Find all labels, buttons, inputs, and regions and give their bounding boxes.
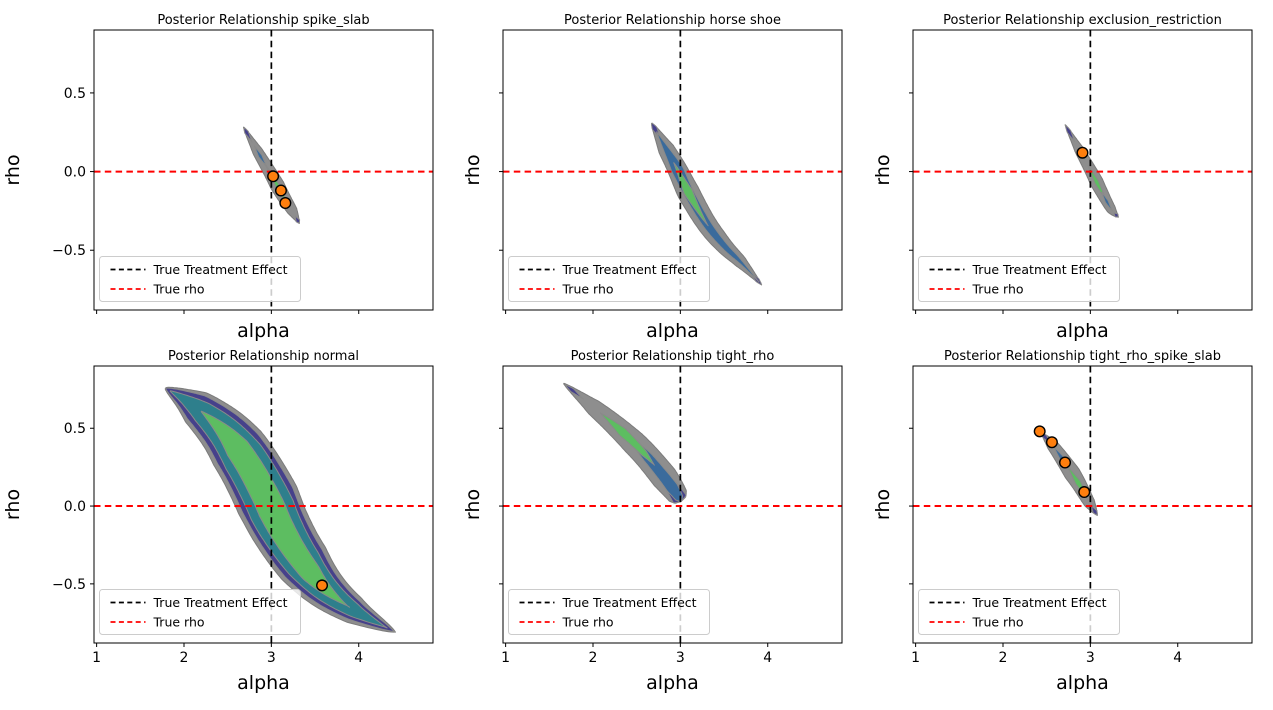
- contour-level-purple: [243, 127, 253, 143]
- axes-border: [93, 29, 434, 311]
- y-axis-label: rho: [462, 489, 484, 520]
- posterior-draw-point: [1045, 436, 1058, 449]
- legend-label: True rho: [153, 282, 205, 297]
- posterior-draw-point: [1078, 486, 1091, 499]
- axes-border: [502, 365, 843, 644]
- legend-label: True Treatment Effect: [153, 595, 288, 610]
- x-axis-label: alpha: [1056, 672, 1109, 694]
- y-axis-label: rho: [872, 154, 894, 185]
- axes-border: [912, 365, 1253, 644]
- y-axis-label: rho: [462, 154, 484, 185]
- x-tick-label: 2: [589, 650, 598, 666]
- legend-box: [508, 256, 710, 302]
- x-axis-label: alpha: [646, 672, 699, 694]
- legend-label: True Treatment Effect: [562, 262, 697, 277]
- x-axis-label: alpha: [1056, 320, 1109, 342]
- legend-label: True Treatment Effect: [562, 595, 697, 610]
- x-tick-label: 3: [1086, 650, 1095, 666]
- posterior-draw-point: [1033, 425, 1046, 438]
- subplot-tight_rho: 1 2 3 4 Posterior Relationship tight_rhoalph…: [462, 349, 843, 694]
- x-tick-label: 4: [354, 650, 363, 666]
- y-tick-label: −0.5: [52, 577, 86, 593]
- axes-title: Posterior Relationship horse shoe: [564, 13, 781, 28]
- contour-level-green: [599, 412, 655, 466]
- legend: True Treatment Effect True rho: [99, 589, 301, 635]
- legend-label: True Treatment Effect: [972, 595, 1107, 610]
- contour-level-purple: [564, 384, 584, 400]
- legend-box: [99, 589, 301, 635]
- legend-box: [508, 589, 710, 635]
- x-tick-label: 1: [501, 650, 510, 666]
- contour-level-purple: [294, 215, 301, 224]
- axes-title: Posterior Relationship exclusion_restric…: [943, 13, 1222, 28]
- legend-box: [99, 256, 301, 302]
- x-tick-label: 1: [911, 650, 920, 666]
- legend-label: True rho: [972, 282, 1024, 297]
- legend: True Treatment Effect True rho: [508, 589, 710, 635]
- subplot-tight_rho_spike_slab: 1 2 3 4 Posterior Relationship tight_rho_spi…: [872, 349, 1253, 694]
- x-tick-label: 4: [763, 650, 772, 666]
- contour-level-purple: [1090, 505, 1098, 516]
- y-axis-label: rho: [2, 154, 24, 185]
- legend-label: True rho: [562, 615, 614, 630]
- contour-level-purple: [1065, 124, 1076, 143]
- y-tick-label: 0.5: [64, 421, 86, 437]
- subplot-spike_slab: 0.5 0.0 −0.5 Posterior Relationship spike_s…: [2, 13, 434, 342]
- posterior-draw-point: [1076, 146, 1089, 159]
- x-axis-label: alpha: [237, 672, 290, 694]
- x-axis-label: alpha: [646, 320, 699, 342]
- x-tick-label: 2: [180, 650, 189, 666]
- subplot-exclusion_restriction: Posterior Relationship exclusion_restric…: [872, 13, 1253, 342]
- contour-level-blue: [1101, 191, 1113, 212]
- legend-label: True Treatment Effect: [972, 262, 1107, 277]
- legend-label: True Treatment Effect: [153, 262, 288, 277]
- posterior-draw-point: [274, 184, 287, 197]
- axes-border: [502, 29, 843, 311]
- x-axis-label: alpha: [237, 320, 290, 342]
- x-tick-label: 3: [267, 650, 276, 666]
- y-axis-label: rho: [2, 489, 24, 520]
- legend: True Treatment Effect True rho: [508, 256, 710, 302]
- legend-box: [918, 256, 1120, 302]
- density-contour: [164, 386, 396, 633]
- posterior-draw-point: [1059, 456, 1072, 469]
- contour-level-green: [200, 410, 350, 608]
- density-contour: [651, 122, 763, 286]
- x-tick-label: 2: [999, 650, 1008, 666]
- subplot-horse_shoe: Posterior Relationship horse shoe alpha rh…: [462, 13, 843, 342]
- axes-border: [912, 29, 1253, 311]
- posterior-draw-point: [316, 579, 329, 592]
- y-axis-label: rho: [872, 489, 894, 520]
- axes-title: Posterior Relationship normal: [168, 349, 359, 364]
- contour-level-blue: [656, 131, 760, 283]
- posterior-draw-point: [267, 170, 280, 183]
- y-tick-label: 0.0: [64, 499, 86, 515]
- density-contour: [563, 382, 687, 504]
- legend-label: True rho: [972, 615, 1024, 630]
- x-tick-label: 3: [676, 650, 685, 666]
- x-tick-label: 1: [92, 650, 101, 666]
- legend: True Treatment Effect True rho: [918, 589, 1120, 635]
- subplot-normal: 1 2 3 4 0.5 0.0 −0.5 Posterior Relationship nor…: [2, 349, 434, 694]
- contour-level-purple: [1113, 212, 1119, 218]
- y-tick-label: −0.5: [52, 243, 86, 259]
- legend-label: True rho: [153, 615, 205, 630]
- axes-border: [93, 365, 434, 644]
- legend: True Treatment Effect True rho: [918, 256, 1120, 302]
- y-tick-label: 0.5: [64, 86, 86, 102]
- axes-title: Posterior Relationship tight_rho_spike_s…: [944, 349, 1221, 364]
- legend-box: [918, 589, 1120, 635]
- contour-level-blue: [609, 420, 683, 502]
- y-tick-label: 0.0: [64, 165, 86, 181]
- axes-title: Posterior Relationship spike_slab: [157, 13, 369, 28]
- legend: True Treatment Effect True rho: [99, 256, 301, 302]
- posterior-draw-point: [279, 197, 292, 210]
- legend-label: True rho: [562, 282, 614, 297]
- axes-title: Posterior Relationship tight_rho: [571, 349, 775, 364]
- x-tick-label: 4: [1173, 650, 1182, 666]
